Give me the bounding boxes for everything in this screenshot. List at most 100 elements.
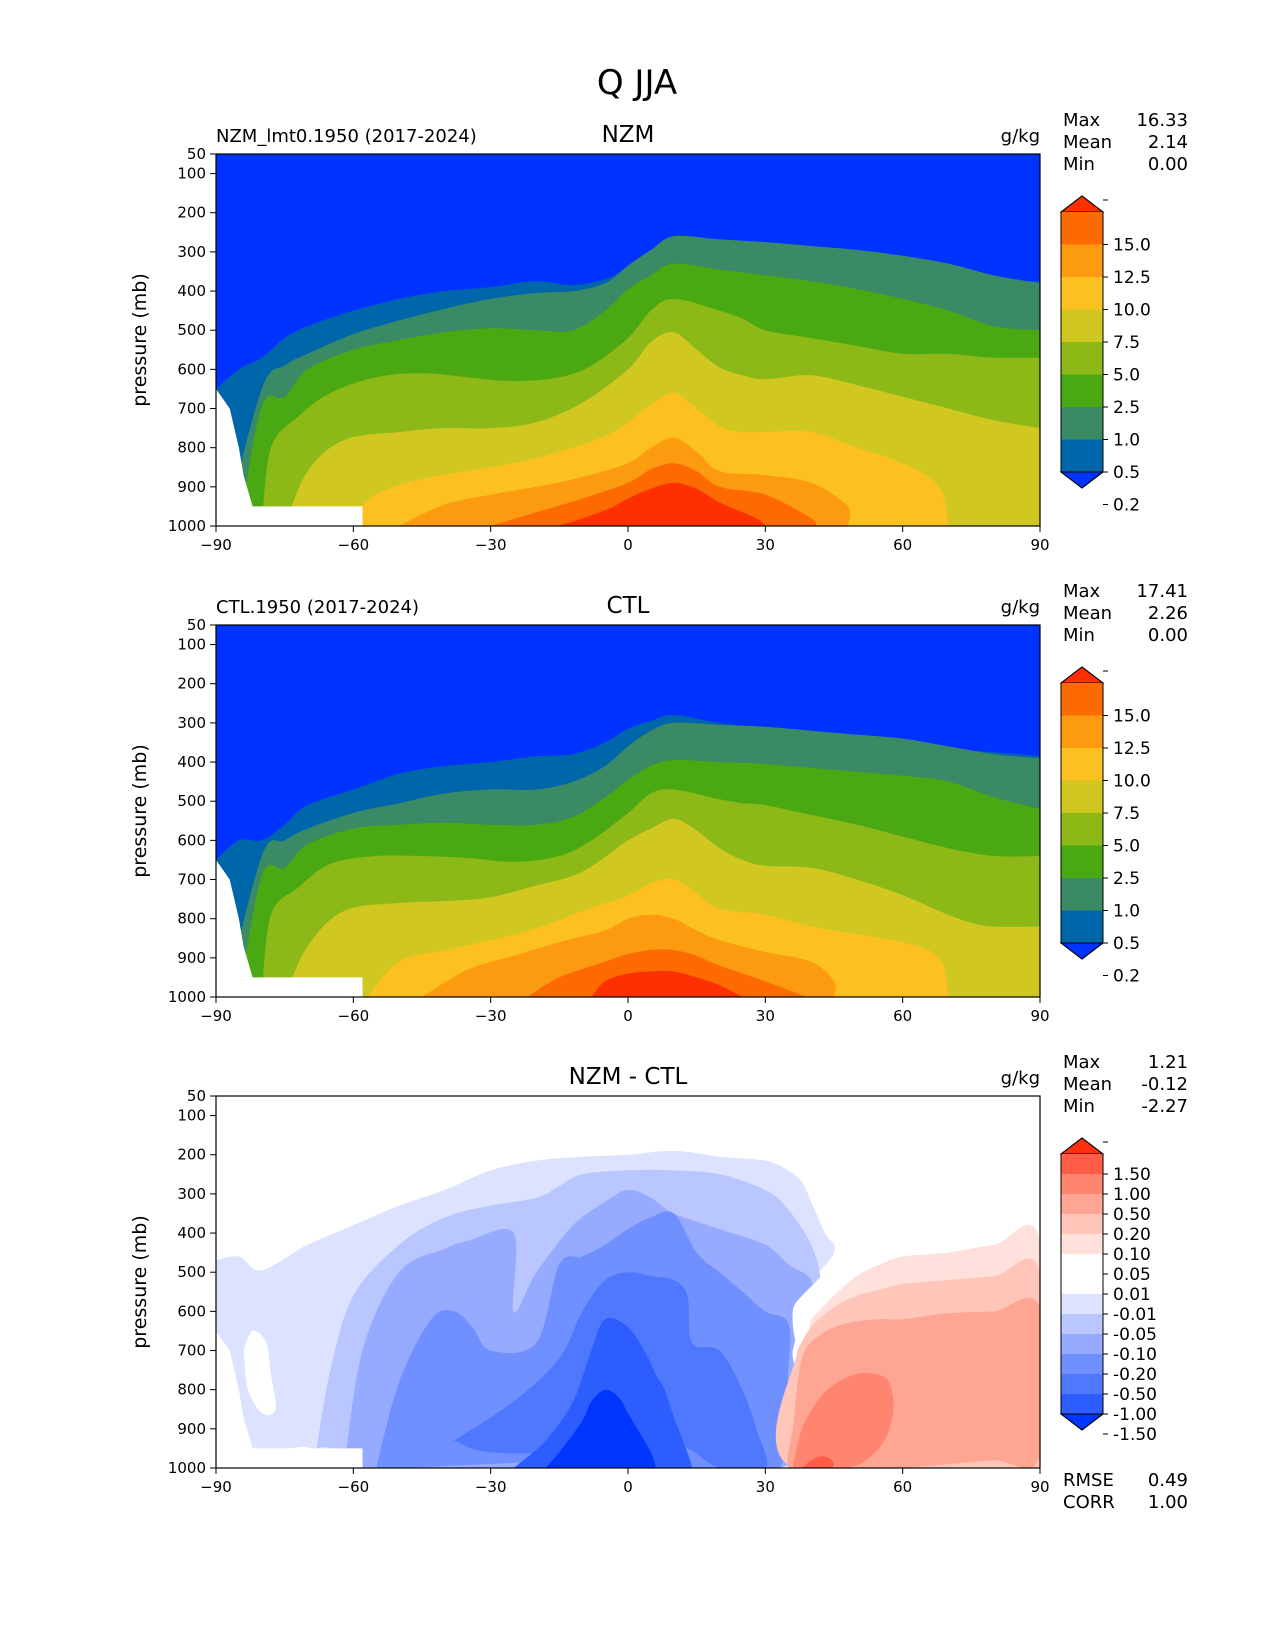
panel-1: −90 −60 −30 0 30 60 90 50 100 200 300 400 500 600 700 8…: [129, 110, 1188, 554]
colorbar-label: 0.05: [1113, 1265, 1151, 1285]
y-axis-label: pressure (mb): [129, 744, 151, 878]
colorbar-label: 1.00: [1113, 1185, 1151, 1205]
x-tick-label: 0: [623, 536, 633, 554]
contour-field: [216, 1096, 1040, 1468]
colorbar-band: [1061, 1334, 1103, 1355]
y-tick-label: 1000: [168, 517, 206, 535]
y-tick-label: 500: [177, 792, 206, 810]
y-tick-label: 300: [177, 1185, 206, 1203]
panel-title: NZM - CTL: [569, 1064, 688, 1090]
stat-value: 2.14: [1148, 132, 1188, 153]
y-tick-label: 200: [177, 1146, 206, 1164]
colorbar-label: 0.5: [1113, 934, 1140, 954]
colorbar-label: -1.00: [1113, 1405, 1157, 1425]
x-tick-label: 0: [623, 1478, 633, 1496]
stat-label: CORR: [1063, 1492, 1115, 1513]
colorbar-label: 0.50: [1113, 1205, 1151, 1225]
y-tick-label: 400: [177, 1224, 206, 1242]
colorbar-band: [1061, 1394, 1103, 1415]
colorbar-band: [1061, 1254, 1103, 1275]
y-tick-label: 100: [177, 1107, 206, 1125]
stat-value: 1.00: [1148, 1492, 1188, 1513]
panel-title: CTL: [607, 593, 650, 619]
x-tick-label: −90: [200, 1007, 232, 1025]
stat-value: -2.27: [1141, 1096, 1188, 1117]
stat-label: Mean: [1063, 603, 1112, 624]
x-tick-label: −60: [338, 536, 370, 554]
contour-region: [542, 1389, 656, 1468]
y-tick-label: 400: [177, 282, 206, 300]
colorbar-label: 0.2: [1113, 967, 1140, 987]
contour-region: [591, 971, 743, 997]
colorbar-band: [1061, 1194, 1103, 1215]
colorbar-label: -0.50: [1113, 1385, 1157, 1405]
y-tick-label: 700: [177, 1342, 206, 1360]
y-tick-label: 600: [177, 831, 206, 849]
colorbar-band: [1061, 813, 1103, 846]
x-tick-label: 60: [893, 1478, 912, 1496]
colorbar-min-arrow: [1059, 942, 1105, 960]
colorbar-band: [1061, 1234, 1103, 1255]
stat-value: 1.21: [1148, 1052, 1188, 1073]
stat-label: RMSE: [1063, 1470, 1114, 1491]
colorbar-max-arrow: [1059, 1137, 1105, 1155]
panels: −90 −60 −30 0 30 60 90501002003004005006007008…: [129, 110, 1188, 1513]
y-axis-label: pressure (mb): [129, 273, 151, 407]
x-tick-label: −90: [200, 536, 232, 554]
colorbar-label: 10.0: [1113, 301, 1151, 321]
colorbar-band: [1061, 715, 1103, 749]
colorbar-label: 5.0: [1113, 366, 1140, 386]
unit-label: g/kg: [1001, 1068, 1040, 1089]
colorbar-band: [1061, 1294, 1103, 1315]
y-tick-label: 600: [177, 360, 206, 378]
colorbar-label: 0.01: [1113, 1285, 1151, 1305]
colorbar-label: -0.10: [1113, 1345, 1157, 1365]
colorbar-band: [1061, 910, 1103, 944]
contour-region: [559, 482, 766, 526]
stat-label: Min: [1063, 625, 1095, 646]
stat-label: Mean: [1063, 132, 1112, 153]
colorbar-label: 10.0: [1113, 772, 1151, 792]
colorbar-band: [1061, 780, 1103, 814]
colorbar-band: [1061, 342, 1103, 375]
y-tick-label: 800: [177, 910, 206, 928]
x-tick-label: −30: [475, 1478, 507, 1496]
y-tick-label: 400: [177, 753, 206, 771]
colorbar-band: [1061, 1174, 1103, 1195]
stat-label: Max: [1063, 581, 1101, 602]
stat-label: Min: [1063, 154, 1095, 175]
colorbar-label: -1.50: [1113, 1425, 1157, 1445]
colorbar-label: 12.5: [1113, 739, 1151, 759]
colorbar-label: 1.0: [1113, 902, 1140, 922]
figure-title: Q JJA: [597, 63, 677, 103]
colorbar-min-arrow: [1059, 1413, 1105, 1431]
colorbar-label: 0.2: [1113, 496, 1140, 516]
y-axis-label: pressure (mb): [129, 1215, 151, 1349]
colorbar-label: 7.5: [1113, 333, 1140, 353]
y-tick-label: 600: [177, 1302, 206, 1320]
colorbar-label: -0.01: [1113, 1305, 1157, 1325]
unit-label: g/kg: [1001, 126, 1040, 147]
colorbar-label: 0.5: [1113, 463, 1140, 483]
colorbar-max-arrow: [1059, 195, 1105, 213]
colorbar-label: 2.5: [1113, 869, 1140, 889]
colorbar-band: [1061, 1354, 1103, 1375]
colorbar-label: -0.05: [1113, 1325, 1157, 1345]
unit-label: g/kg: [1001, 597, 1040, 618]
colorbar-band: [1061, 1374, 1103, 1395]
stat-label: Max: [1063, 110, 1101, 131]
colorbar-label: 1.50: [1113, 1165, 1151, 1185]
y-tick-label: 500: [177, 321, 206, 339]
stat-label: Min: [1063, 1096, 1095, 1117]
stat-value: 0.00: [1148, 154, 1188, 175]
colorbar-max-arrow: [1059, 666, 1105, 684]
y-tick-label: 100: [177, 636, 206, 654]
x-tick-label: 90: [1030, 1007, 1049, 1025]
colorbar-band: [1061, 439, 1103, 473]
y-tick-label: 200: [177, 675, 206, 693]
stat-value: -0.12: [1141, 1074, 1188, 1095]
terrain-mask: [216, 388, 363, 526]
colorbar-band: [1061, 244, 1103, 278]
y-tick-label: 300: [177, 714, 206, 732]
